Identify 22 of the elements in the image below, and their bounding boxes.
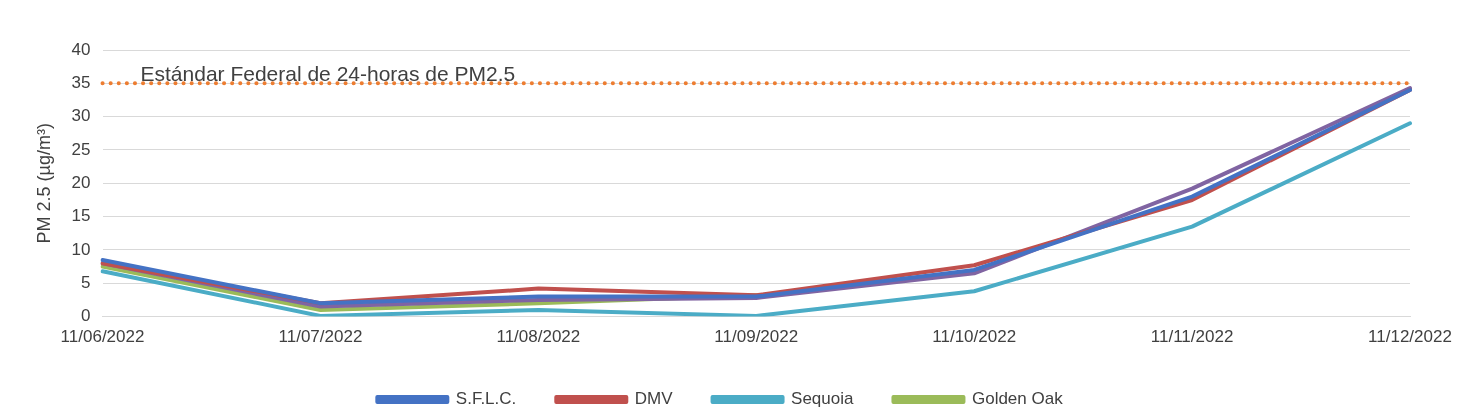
y-tick-label: 20 <box>71 172 91 192</box>
y-tick-label: 5 <box>81 272 91 292</box>
ref-line-label: Estándar Federal de 24-horas de PM2.5 <box>140 61 516 85</box>
y-tick-label: 10 <box>71 239 91 259</box>
x-tick-label: 11/07/2022 <box>278 327 363 347</box>
y-tick-label: 0 <box>81 306 91 326</box>
x-tick-label: 11/12/2022 <box>1368 327 1452 347</box>
y-axis-title: PM 2.5 (µg/m³) <box>33 123 54 244</box>
legend-label: Golden Oak <box>971 389 1064 409</box>
y-tick-label: 25 <box>71 139 91 159</box>
y-tick-label: 35 <box>71 73 91 93</box>
y-tick-label: 15 <box>71 206 91 226</box>
x-tick-label: 11/11/2022 <box>1150 327 1234 347</box>
legend-label: DMV <box>634 389 674 409</box>
x-tick-label: 11/08/2022 <box>496 327 581 347</box>
x-tick-label: 11/10/2022 <box>932 327 1017 347</box>
x-tick-label: 11/09/2022 <box>714 327 799 347</box>
y-tick-label: 40 <box>71 39 91 59</box>
x-tick-label: 11/06/2022 <box>60 327 145 347</box>
legend-label: S.F.L.C. <box>455 389 517 409</box>
y-tick-label: 30 <box>71 106 91 126</box>
legend-label: Sequoia <box>791 389 854 409</box>
